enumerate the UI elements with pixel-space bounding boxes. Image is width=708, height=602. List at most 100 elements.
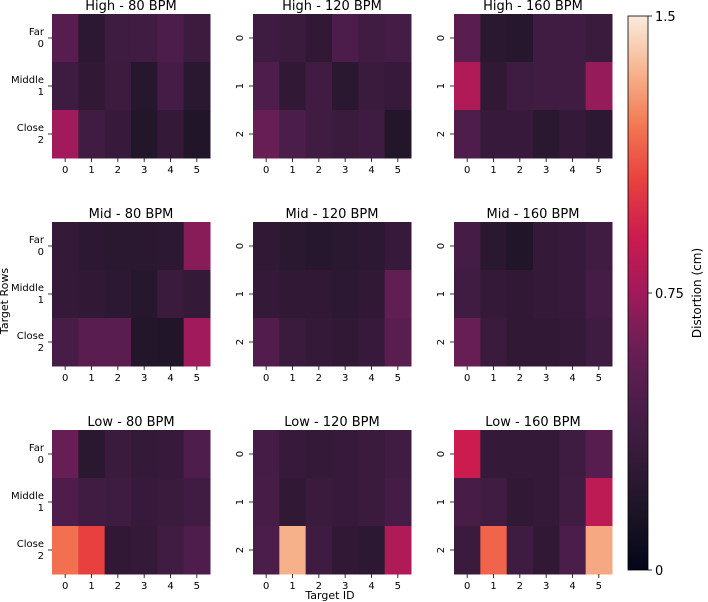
heatmap-panel: High - 120 BPM 0 1 2 3 4 5 0 1 2 bbox=[235, 0, 412, 176]
y-tick-label: 0 bbox=[235, 35, 246, 41]
heatmap-cell bbox=[332, 526, 359, 575]
heatmap-cell bbox=[279, 318, 307, 367]
heatmap-cell bbox=[559, 14, 587, 63]
heatmap-cell bbox=[559, 222, 587, 271]
heatmap-cell bbox=[533, 478, 560, 527]
x-tick-label: 1 bbox=[490, 373, 496, 384]
heatmap-cell bbox=[157, 222, 185, 271]
y-tick-label: 1 bbox=[436, 291, 447, 297]
y-tick-label: 1 bbox=[436, 83, 447, 89]
heatmap-cell bbox=[131, 526, 158, 575]
heatmap-cell bbox=[559, 62, 587, 111]
heatmap-cell bbox=[454, 270, 481, 319]
y-tick-label: 2 bbox=[235, 547, 246, 553]
x-tick-label: 5 bbox=[395, 581, 401, 592]
x-tick-label: 1 bbox=[289, 165, 295, 176]
heatmap-cell bbox=[78, 14, 106, 63]
panel-title: High - 80 BPM bbox=[85, 0, 176, 14]
heatmap-cell bbox=[253, 110, 280, 159]
y-tick-label: 2 bbox=[436, 339, 447, 345]
heatmap-cell bbox=[279, 526, 307, 575]
y-tick-label: 2 bbox=[235, 131, 246, 137]
y-tick-label: Close 2 bbox=[17, 123, 44, 146]
heatmap-cell bbox=[52, 222, 79, 271]
heatmap-cell bbox=[305, 62, 333, 111]
heatmap-cell bbox=[559, 430, 587, 479]
heatmap-cell bbox=[279, 430, 307, 479]
heatmap-cell bbox=[305, 110, 333, 159]
heatmap-cell bbox=[384, 110, 412, 159]
heatmap-cell bbox=[454, 14, 481, 63]
heatmap-cell bbox=[559, 526, 587, 575]
y-tick-label: 2 bbox=[235, 339, 246, 345]
heatmap-cell bbox=[104, 14, 132, 63]
heatmap-cell bbox=[332, 478, 359, 527]
heatmap-cell bbox=[454, 478, 481, 527]
heatmap-cell bbox=[183, 62, 211, 111]
x-tick-label: 1 bbox=[490, 165, 496, 176]
x-tick-label: 2 bbox=[517, 165, 523, 176]
heatmap-cell bbox=[279, 14, 307, 63]
x-tick-label: 0 bbox=[62, 165, 68, 176]
heatmap-cell bbox=[585, 222, 613, 271]
heatmap-cell bbox=[358, 110, 386, 159]
heatmap-cell bbox=[52, 430, 79, 479]
x-tick-label: 4 bbox=[569, 581, 575, 592]
heatmap-cell bbox=[585, 270, 613, 319]
x-tick-label: 2 bbox=[316, 581, 322, 592]
heatmap-cell bbox=[506, 526, 534, 575]
heatmap-cell bbox=[384, 270, 412, 319]
x-tick-label: 0 bbox=[263, 581, 269, 592]
heatmap-cell bbox=[78, 318, 106, 367]
heatmap-cell bbox=[52, 478, 79, 527]
x-tick-label: 2 bbox=[517, 373, 523, 384]
heatmap-cell bbox=[332, 14, 359, 63]
y-tick-label: 1 bbox=[235, 499, 246, 505]
x-tick-label: 2 bbox=[517, 581, 523, 592]
y-tick-label: 0 bbox=[436, 35, 447, 41]
panel-title: Mid - 80 BPM bbox=[89, 207, 174, 222]
panel-title: Low - 80 BPM bbox=[87, 415, 174, 430]
y-tick-label: 2 bbox=[436, 547, 447, 553]
heatmap-panel: Low - 80 BPM 0 1 2 3 4 5 Far 0 Middle 1 Close 2 bbox=[11, 415, 211, 592]
y-tick-label: 0 bbox=[235, 451, 246, 457]
heatmap-cell bbox=[253, 222, 280, 271]
heatmap-cell bbox=[480, 222, 508, 271]
heatmap-cell bbox=[183, 478, 211, 527]
heatmap-cell bbox=[305, 430, 333, 479]
x-tick-label: 4 bbox=[569, 373, 575, 384]
heatmap-cell bbox=[305, 318, 333, 367]
heatmap-cell bbox=[480, 526, 508, 575]
heatmap-cell bbox=[332, 110, 359, 159]
heatmap-cell bbox=[454, 222, 481, 271]
heatmap-cell bbox=[454, 318, 481, 367]
heatmap-cell bbox=[585, 62, 613, 111]
heatmap-cell bbox=[506, 14, 534, 63]
x-tick-label: 3 bbox=[141, 581, 147, 592]
heatmap-cell bbox=[384, 430, 412, 479]
heatmap-cell bbox=[358, 526, 386, 575]
panel-title: Low - 160 BPM bbox=[485, 415, 580, 430]
y-tick-label: 2 bbox=[436, 131, 447, 137]
heatmap-cell bbox=[506, 478, 534, 527]
heatmap-cell bbox=[506, 62, 534, 111]
heatmap-cell bbox=[52, 318, 79, 367]
heatmap-cell bbox=[533, 270, 560, 319]
heatmap-cell bbox=[52, 62, 79, 111]
heatmap-cell bbox=[131, 14, 158, 63]
heatmap-cell bbox=[78, 62, 106, 111]
heatmap-cell bbox=[533, 222, 560, 271]
heatmap-cell bbox=[78, 478, 106, 527]
x-tick-label: 1 bbox=[289, 373, 295, 384]
heatmap-cell bbox=[559, 270, 587, 319]
heatmap-cell bbox=[480, 318, 508, 367]
heatmap-cell bbox=[279, 478, 307, 527]
heatmap-cell bbox=[183, 222, 211, 271]
panel-title: Mid - 160 BPM bbox=[487, 207, 580, 222]
heatmap-cell bbox=[585, 318, 613, 367]
panel-title: High - 120 BPM bbox=[282, 0, 382, 14]
x-tick-label: 4 bbox=[167, 373, 173, 384]
x-tick-label: 0 bbox=[464, 165, 470, 176]
x-tick-label: 5 bbox=[596, 581, 602, 592]
